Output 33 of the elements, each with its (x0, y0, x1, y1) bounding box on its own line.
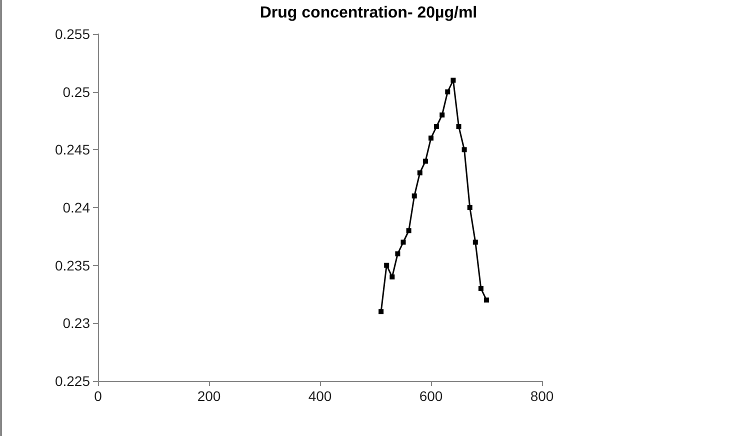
y-tick-label: 0.245 (54, 142, 90, 158)
point (456, 124, 462, 130)
y-tick-label: 0.235 (54, 257, 90, 274)
point (384, 262, 390, 268)
point (467, 205, 472, 210)
x-tick-label: 800 (530, 388, 554, 404)
point (390, 274, 395, 280)
chart-title: Drug concentration- 20µg/ml (260, 4, 478, 22)
y-tick-label: 0.25 (62, 84, 90, 100)
point (434, 124, 440, 130)
point (400, 240, 406, 245)
point (417, 170, 422, 176)
point (378, 309, 384, 314)
point (484, 298, 489, 303)
point (412, 193, 417, 198)
point (406, 228, 412, 234)
y-tick-label: 0.225 (54, 373, 90, 389)
x-tick-label: 200 (197, 388, 221, 404)
point (428, 136, 434, 141)
point (472, 240, 478, 245)
point (440, 112, 445, 118)
x-tick-label: 0 (94, 388, 102, 404)
point (462, 147, 467, 152)
y-tick-label: 0.255 (54, 26, 90, 42)
x-tick-label: 600 (419, 388, 443, 404)
y-tick-label: 0.23 (62, 315, 90, 332)
point (395, 251, 400, 256)
y-tick-label: 0.24 (62, 200, 90, 216)
point (450, 78, 456, 83)
point (478, 286, 484, 291)
point (445, 89, 450, 94)
x-tick-label: 400 (308, 388, 332, 404)
point (422, 158, 428, 164)
